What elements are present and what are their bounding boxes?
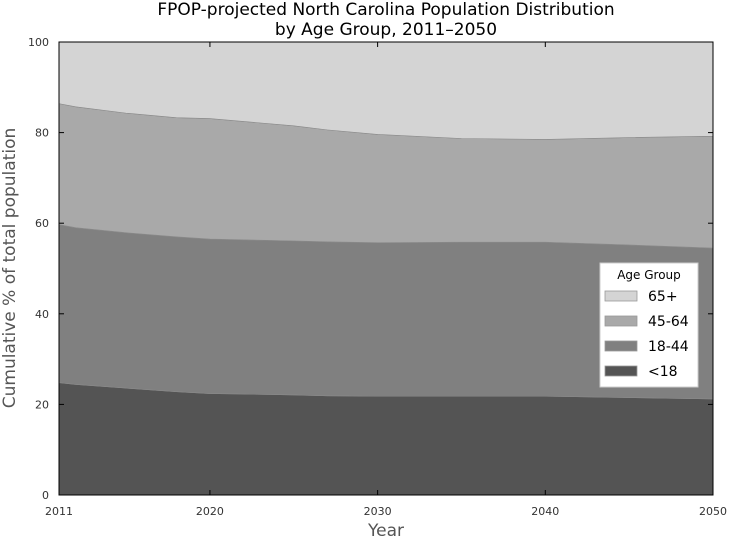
y-tick-label: 80 <box>35 127 49 140</box>
legend-title: Age Group <box>617 268 681 282</box>
y-tick-label: 100 <box>28 36 49 49</box>
x-tick-label: 2040 <box>531 505 559 518</box>
x-axis: 2011 2020 2030 2040 2050 <box>45 42 727 518</box>
y-tick-label: 20 <box>35 398 49 411</box>
chart-title-line-1: FPOP-projected North Carolina Population… <box>157 0 614 20</box>
y-axis-label: Cumulative % of total population <box>0 128 20 409</box>
x-axis-label: Year <box>367 521 404 539</box>
legend-entry-label: 45-64 <box>648 314 689 330</box>
x-tick-label: 2050 <box>699 505 727 518</box>
x-tick-label: 2030 <box>364 505 392 518</box>
legend: Age Group 65+ 45-64 18-44 <18 <box>599 262 699 388</box>
legend-swatch <box>604 365 638 377</box>
plot-frame <box>58 41 714 496</box>
area-under-18 <box>58 382 714 496</box>
x-tick-label: 2020 <box>196 505 224 518</box>
legend-swatch <box>604 315 638 327</box>
y-axis: 0 20 40 60 80 100 <box>28 36 713 502</box>
legend-swatch <box>604 290 638 302</box>
legend-entry-label: 65+ <box>648 289 678 305</box>
y-tick-label: 0 <box>42 489 49 502</box>
legend-swatch <box>604 340 638 352</box>
x-tick-label: 2011 <box>45 505 73 518</box>
legend-entry-label: 18-44 <box>648 339 689 355</box>
y-tick-label: 60 <box>35 217 49 230</box>
legend-entry-label: <18 <box>648 364 678 380</box>
area-layers <box>58 41 714 496</box>
y-tick-label: 40 <box>35 308 49 321</box>
chart-title-line-2: by Age Group, 2011–2050 <box>275 20 497 40</box>
